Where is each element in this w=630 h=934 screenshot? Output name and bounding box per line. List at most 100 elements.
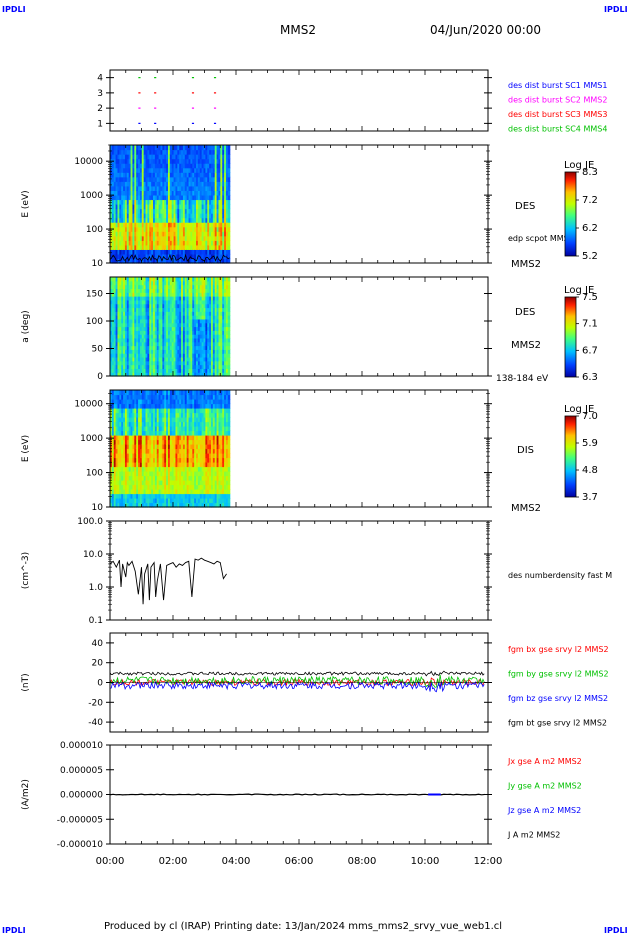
heatmap-cell [222, 360, 225, 366]
heatmap-cell [119, 167, 122, 173]
heatmap-cell [111, 345, 115, 350]
heatmap-cell [113, 145, 117, 151]
heatmap-cell [199, 430, 203, 436]
heatmap-cell [201, 226, 205, 232]
heatmap-cell [162, 190, 165, 196]
heatmap-cell [136, 204, 139, 210]
heatmap-cell [145, 426, 149, 432]
heatmap-cell [194, 284, 197, 290]
heatmap-cell [169, 296, 173, 301]
heatmap-cell [121, 158, 124, 164]
heatmap-cell [179, 204, 182, 210]
heatmap-cell [196, 167, 199, 173]
heatmap-cell [222, 176, 225, 182]
heatmap-cell [136, 341, 139, 347]
heatmap-cell [143, 430, 147, 436]
heatmap-cell [145, 318, 149, 324]
colorbar-title: Log JE [564, 285, 594, 296]
colorbar-tick-label: 6.3 [582, 372, 598, 383]
heatmap-cell [136, 240, 139, 246]
heatmap-cell [149, 311, 152, 316]
heatmap-cell [207, 311, 210, 316]
heatmap-cell [154, 258, 158, 264]
heatmap-cell [160, 292, 163, 297]
heatmap-cell [173, 368, 177, 373]
heatmap-cell [115, 399, 119, 405]
heatmap-cell [138, 466, 141, 472]
heatmap-cell [138, 349, 141, 354]
heatmap-cell [139, 403, 143, 409]
heatmap-cell [203, 322, 206, 328]
heatmap-cell [158, 303, 162, 309]
heatmap-cell [160, 217, 163, 223]
heatmap-cell [167, 249, 171, 255]
heatmap-cell [171, 318, 175, 324]
heatmap-cell [145, 158, 149, 164]
heatmap-cell [126, 244, 130, 250]
heatmap-cell [225, 330, 229, 335]
heatmap-cell [179, 199, 182, 205]
heatmap-cell [143, 249, 147, 255]
heatmap-cell [119, 176, 122, 182]
heatmap-cell [225, 194, 229, 201]
heatmap-cell [162, 368, 165, 373]
heatmap-cell [117, 292, 120, 297]
heatmap-cell [171, 439, 175, 445]
y-axis-label: E (eV) [21, 190, 31, 217]
heatmap-cell [224, 330, 227, 335]
heatmap-cell [194, 288, 197, 293]
heatmap-cell [220, 231, 223, 237]
heatmap-cell [121, 448, 124, 454]
heatmap-cell [225, 296, 229, 301]
heatmap-cell [216, 364, 220, 369]
heatmap-cell [181, 326, 184, 331]
heatmap-cell [225, 368, 229, 373]
heatmap-cell [115, 217, 119, 223]
heatmap-cell [130, 475, 134, 481]
heatmap-cell [128, 417, 132, 423]
heatmap-cell [162, 249, 165, 255]
heatmap-cell [154, 475, 158, 481]
heatmap-cell [138, 253, 141, 260]
heatmap-cell [113, 345, 117, 350]
heatmap-cell [222, 145, 225, 151]
heatmap-cell [212, 360, 216, 366]
heatmap-cell [216, 181, 220, 187]
heatmap-cell [158, 154, 162, 160]
heatmap-cell [177, 462, 180, 468]
heatmap-cell [203, 318, 206, 324]
heatmap-cell [149, 303, 152, 309]
heatmap-cell [153, 426, 156, 432]
heatmap-cell [222, 315, 225, 320]
heatmap-cell [141, 421, 145, 427]
heatmap-cell [154, 222, 158, 228]
heatmap-cell [110, 315, 113, 320]
heatmap-cell [196, 253, 199, 260]
heatmap-cell [162, 408, 165, 414]
heatmap-cell [117, 462, 120, 468]
heatmap-cell [164, 190, 167, 196]
heatmap-cell [184, 430, 188, 436]
heatmap-cell [130, 277, 134, 282]
heatmap-cell [124, 190, 128, 196]
heatmap-cell [171, 235, 175, 241]
heatmap-cell [188, 462, 192, 468]
heatmap-cell [143, 502, 147, 508]
heatmap-cell [124, 444, 128, 450]
heatmap-cell [166, 222, 169, 228]
heatmap-cell [205, 226, 208, 232]
heatmap-cell [169, 199, 173, 205]
heatmap-cell [162, 145, 165, 151]
heatmap-cell [164, 394, 167, 400]
heatmap-cell [113, 462, 117, 468]
heatmap-cell [154, 280, 158, 286]
heatmap-cell [160, 345, 163, 350]
heatmap-cell [153, 326, 156, 331]
heatmap-cell [194, 337, 197, 343]
heatmap-cell [166, 149, 169, 155]
heatmap-cell [119, 334, 122, 339]
heatmap-cell [205, 213, 208, 219]
heatmap-cell [175, 426, 178, 432]
heatmap-cell [113, 426, 117, 432]
heatmap-cell [181, 334, 184, 339]
